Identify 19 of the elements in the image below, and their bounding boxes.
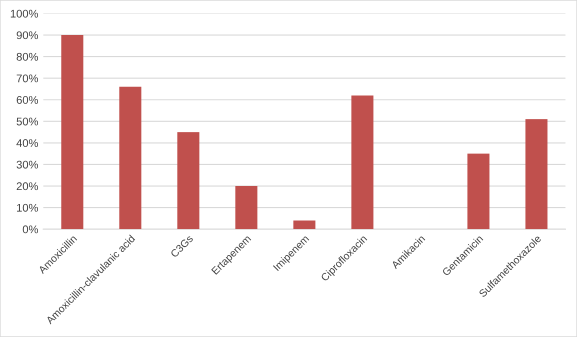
- bar: [293, 220, 316, 230]
- y-tick-label: 100%: [10, 10, 38, 18]
- y-tick-label: 80%: [16, 52, 38, 61]
- y-tick-label: 40%: [16, 139, 38, 148]
- bar: [525, 119, 548, 230]
- bar: [467, 154, 490, 230]
- bar: [61, 35, 84, 230]
- y-tick-label: 70%: [16, 74, 38, 82]
- bar: [119, 86, 142, 230]
- y-tick-label: 0%: [22, 225, 38, 234]
- y-tick-label: 10%: [17, 204, 38, 212]
- bar: [235, 186, 258, 230]
- y-tick-label: 50%: [16, 118, 38, 126]
- y-tick-label: 20%: [16, 182, 38, 190]
- y-tick-label: 90%: [16, 31, 38, 40]
- y-tick-label: 30%: [16, 160, 38, 169]
- y-tick-label: 60%: [16, 96, 38, 104]
- bar: [177, 132, 200, 230]
- bar: [351, 95, 374, 230]
